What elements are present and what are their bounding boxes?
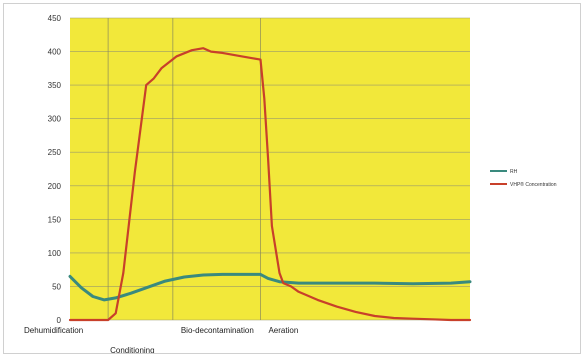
series-line-vhp-concentration (68, 47, 472, 322)
y-tick-label: 150 (48, 215, 62, 224)
y-tick-label: 0 (57, 316, 62, 325)
phase-label: Aeration (268, 326, 298, 335)
y-tick-label: 450 (48, 14, 62, 23)
legend-entry: RH (510, 169, 518, 175)
y-tick-label: 200 (48, 182, 62, 191)
y-tick-label: 350 (48, 81, 62, 90)
phase-label: Dehumidification (24, 326, 83, 335)
phase-label: Bio-decontamination (181, 326, 254, 335)
y-tick-label: 400 (48, 48, 62, 57)
y-tick-label: 300 (48, 115, 62, 124)
y-tick-label: 50 (52, 282, 61, 291)
chart: 0 50 100 150 200 250 300 350 400 450 Dehumidifica… (24, 14, 557, 353)
phase-label: Conditioning (110, 346, 154, 353)
plot-area (70, 18, 470, 320)
chart-frame: 0 50 100 150 200 250 300 350 400 450 Dehumidifica… (3, 3, 581, 354)
legend-entry: VHP® Concentration (510, 181, 557, 188)
y-tick-label: 250 (48, 148, 62, 157)
y-tick-label: 100 (48, 249, 62, 258)
series-line-rh (68, 272, 472, 302)
